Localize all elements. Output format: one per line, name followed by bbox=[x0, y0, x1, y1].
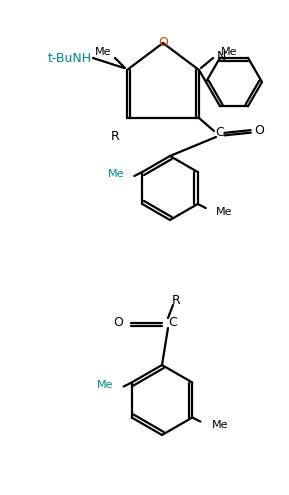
Text: R: R bbox=[111, 130, 119, 143]
Text: Me: Me bbox=[212, 420, 229, 431]
Text: C: C bbox=[216, 127, 224, 140]
Text: R: R bbox=[172, 294, 180, 306]
Text: N: N bbox=[216, 50, 226, 63]
Text: Me: Me bbox=[108, 169, 124, 179]
Text: Me: Me bbox=[97, 380, 114, 390]
Text: Me: Me bbox=[95, 47, 111, 57]
Text: O: O bbox=[113, 316, 123, 330]
Text: O: O bbox=[254, 123, 264, 137]
Text: C: C bbox=[168, 316, 177, 330]
Text: t-BuNH: t-BuNH bbox=[48, 51, 92, 64]
Text: Me: Me bbox=[221, 47, 238, 57]
Text: O: O bbox=[158, 37, 168, 50]
Text: Me: Me bbox=[216, 207, 232, 217]
